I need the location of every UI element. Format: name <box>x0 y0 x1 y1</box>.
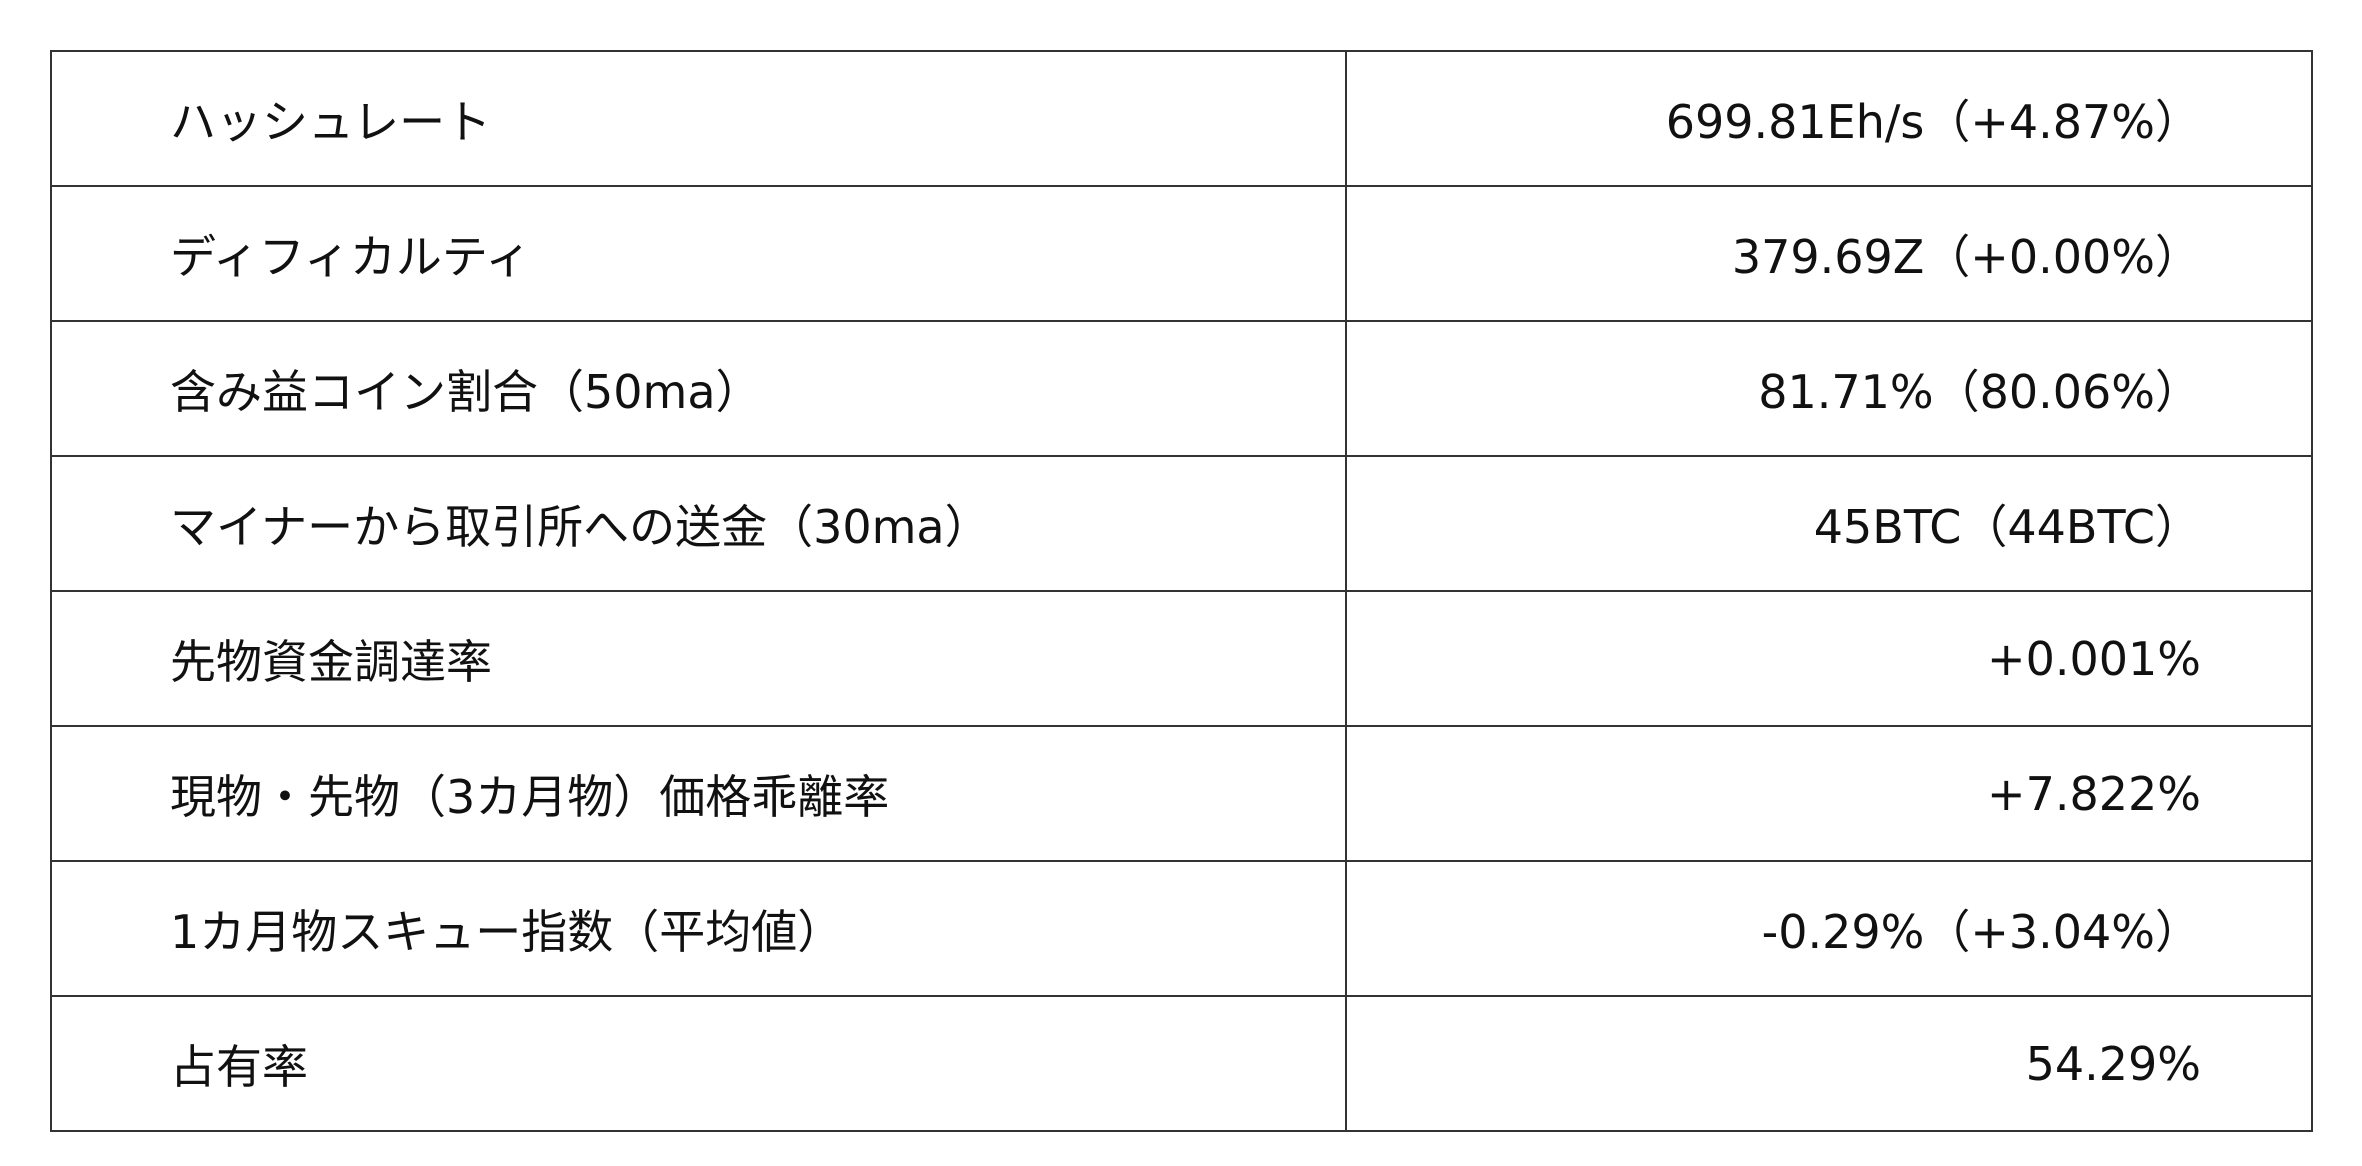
metric-value: +0.001% <box>1345 590 2313 727</box>
table-row: ハッシュレート 699.81Eh/s（+4.87%） <box>50 50 2313 187</box>
table-row: 含み益コイン割合（50ma） 81.71%（80.06%） <box>50 320 2313 457</box>
metric-label: 現物・先物（3カ月物）価格乖離率 <box>50 725 1347 862</box>
metric-value: 699.81Eh/s（+4.87%） <box>1345 50 2313 187</box>
metric-label: 1カ月物スキュー指数（平均値） <box>50 860 1347 997</box>
metric-label: 含み益コイン割合（50ma） <box>50 320 1347 457</box>
metric-value: 45BTC（44BTC） <box>1345 455 2313 592</box>
metric-value: 54.29% <box>1345 995 2313 1132</box>
table-row: 1カ月物スキュー指数（平均値） -0.29%（+3.04%） <box>50 860 2313 997</box>
table-row: 占有率 54.29% <box>50 995 2313 1132</box>
table-row: マイナーから取引所への送金（30ma） 45BTC（44BTC） <box>50 455 2313 592</box>
metric-value: -0.29%（+3.04%） <box>1345 860 2313 997</box>
metric-label: ディフィカルティ <box>50 185 1347 322</box>
metric-label: マイナーから取引所への送金（30ma） <box>50 455 1347 592</box>
metric-label: 先物資金調達率 <box>50 590 1347 727</box>
table-row: ディフィカルティ 379.69Z（+0.00%） <box>50 185 2313 322</box>
metric-label: 占有率 <box>50 995 1347 1132</box>
table-row: 現物・先物（3カ月物）価格乖離率 +7.822% <box>50 725 2313 862</box>
metric-value: 379.69Z（+0.00%） <box>1345 185 2313 322</box>
metric-value: 81.71%（80.06%） <box>1345 320 2313 457</box>
metrics-table: ハッシュレート 699.81Eh/s（+4.87%） ディフィカルティ 379.69… <box>50 50 2313 1132</box>
metric-value: +7.822% <box>1345 725 2313 862</box>
table-row: 先物資金調達率 +0.001% <box>50 590 2313 727</box>
metric-label: ハッシュレート <box>50 50 1347 187</box>
